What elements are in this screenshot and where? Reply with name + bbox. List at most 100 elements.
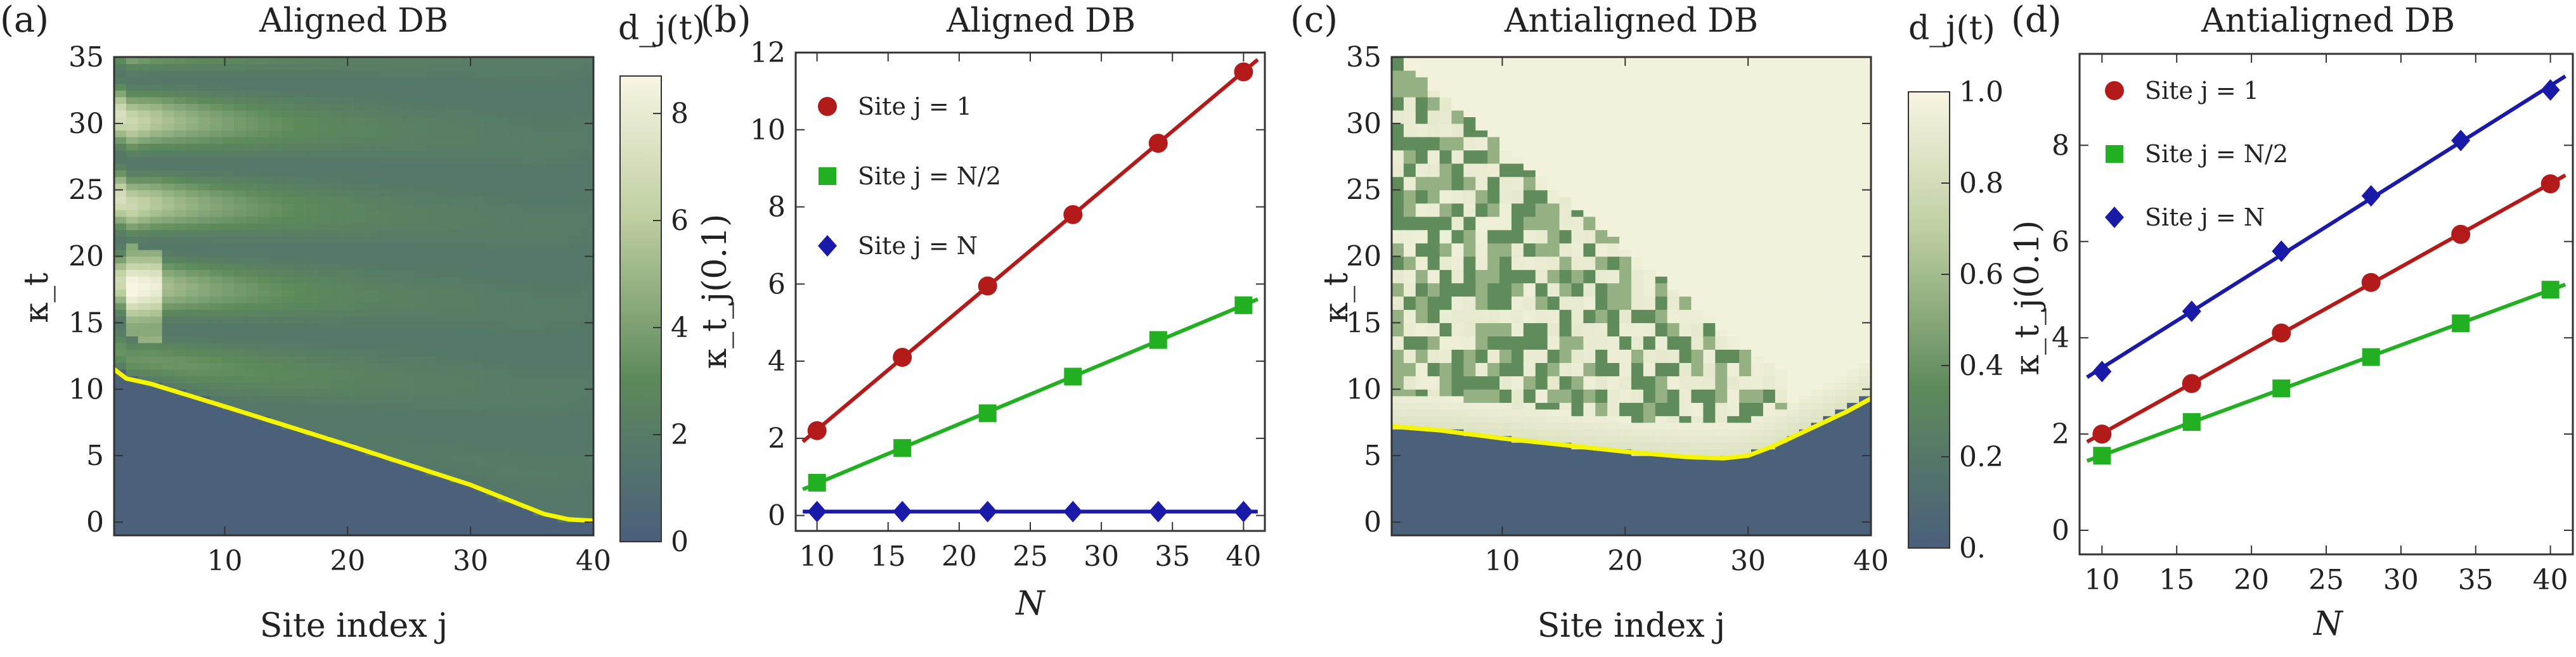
- heatmap-cell: [1607, 528, 1620, 535]
- heatmap-cell: [1403, 183, 1416, 191]
- heatmap-cell: [1571, 170, 1584, 177]
- heatmap-cell: [557, 309, 570, 317]
- heatmap-cell: [186, 256, 198, 264]
- heatmap-cell: [318, 495, 330, 503]
- heatmap-cell: [1655, 283, 1668, 290]
- heatmap-cell: [485, 70, 498, 78]
- heatmap-cell: [210, 409, 223, 416]
- heatmap-cell: [234, 342, 247, 350]
- heatmap-cell: [222, 130, 235, 137]
- heatmap-cell: [306, 170, 318, 177]
- heatmap-cell: [389, 522, 403, 530]
- panel-b-point: [1234, 62, 1253, 82]
- heatmap-cell: [210, 143, 223, 151]
- heatmap-cell: [282, 435, 295, 443]
- heatmap-cell: [1415, 502, 1428, 509]
- heatmap-cell: [1427, 156, 1440, 164]
- heatmap-cell: [1451, 269, 1464, 277]
- heatmap-cell: [1535, 509, 1548, 516]
- heatmap-cell: [234, 302, 247, 310]
- heatmap-cell: [450, 243, 462, 250]
- heatmap-cell: [269, 509, 283, 516]
- panel-b-ylabel: κ_t_j(0.1): [696, 214, 734, 369]
- heatmap-cell: [450, 296, 462, 303]
- heatmap-cell: [174, 130, 186, 137]
- heatmap-cell: [138, 136, 151, 144]
- heatmap-cell: [1451, 90, 1464, 98]
- heatmap-cell: [581, 376, 593, 383]
- heatmap-cell: [330, 488, 342, 496]
- heatmap-cell: [269, 469, 283, 476]
- heatmap-cell: [1463, 462, 1476, 469]
- heatmap-cell: [1392, 77, 1404, 84]
- heatmap-cell: [413, 203, 426, 210]
- heatmap-cell: [474, 382, 486, 390]
- heatmap-cell: [1691, 276, 1704, 284]
- heatmap-cell: [1487, 296, 1500, 303]
- heatmap-cell: [210, 150, 223, 157]
- heatmap-cell: [1583, 482, 1596, 490]
- heatmap-cell: [462, 90, 474, 98]
- heatmap-cell: [198, 469, 210, 476]
- heatmap-cell: [1607, 342, 1620, 350]
- heatmap-cell: [425, 189, 438, 197]
- heatmap-cell: [234, 355, 247, 363]
- heatmap-cell: [413, 316, 426, 324]
- heatmap-cell: [1559, 130, 1572, 137]
- heatmap-cell: [437, 203, 450, 210]
- heatmap-cell: [569, 170, 582, 177]
- heatmap-cell: [1535, 442, 1548, 450]
- heatmap-cell: [533, 276, 546, 284]
- heatmap-cell: [521, 123, 534, 131]
- heatmap-cell: [1631, 342, 1644, 350]
- heatmap-cell: [450, 509, 462, 516]
- heatmap-cell: [1619, 163, 1632, 170]
- heatmap-cell: [282, 336, 295, 343]
- heatmap-cell: [581, 316, 593, 324]
- heatmap-cell: [509, 462, 522, 469]
- heatmap-cell: [150, 469, 163, 476]
- heatmap-cell: [1547, 243, 1560, 250]
- heatmap-cell: [1415, 203, 1428, 210]
- heatmap-cell: [306, 382, 318, 390]
- heatmap-cell: [330, 355, 342, 363]
- heatmap-cell: [1547, 283, 1560, 290]
- heatmap-cell: [1439, 243, 1453, 250]
- heatmap-cell: [1427, 369, 1440, 376]
- heatmap-cell: [222, 409, 235, 416]
- heatmap-cell: [437, 302, 450, 310]
- heatmap-cell: [138, 216, 151, 224]
- heatmap-cell: [1667, 329, 1680, 337]
- heatmap-cell: [1643, 176, 1656, 184]
- heatmap-cell: [377, 170, 391, 177]
- heatmap-cell: [1523, 509, 1536, 516]
- heatmap-cell: [114, 143, 127, 151]
- heatmap-cell: [413, 176, 426, 184]
- heatmap-cell: [162, 136, 175, 144]
- heatmap-cell: [1403, 462, 1416, 469]
- heatmap-cell: [1451, 70, 1464, 78]
- heatmap-cell: [569, 416, 582, 423]
- heatmap-cell: [1655, 216, 1668, 224]
- heatmap-cell: [1583, 269, 1596, 277]
- heatmap-cell: [521, 163, 534, 170]
- heatmap-cell: [497, 223, 510, 231]
- heatmap-cell: [1595, 130, 1608, 137]
- heatmap-cell: [521, 515, 534, 523]
- heatmap-cell: [1535, 342, 1548, 350]
- heatmap-cell: [257, 429, 271, 437]
- heatmap-cell: [257, 475, 271, 483]
- heatmap-cell: [462, 143, 474, 151]
- heatmap-cell: [318, 515, 330, 523]
- heatmap-cell: [306, 210, 318, 217]
- heatmap-cell: [401, 369, 415, 376]
- heatmap-cell: [222, 376, 235, 383]
- heatmap-cell: [222, 170, 235, 177]
- heatmap-cell: [269, 329, 283, 337]
- heatmap-cell: [354, 376, 366, 383]
- heatmap-cell: [485, 462, 498, 469]
- heatmap-cell: [474, 296, 486, 303]
- heatmap-cell: [1535, 63, 1548, 71]
- heatmap-cell: [1595, 203, 1608, 210]
- heatmap-cell: [413, 70, 426, 78]
